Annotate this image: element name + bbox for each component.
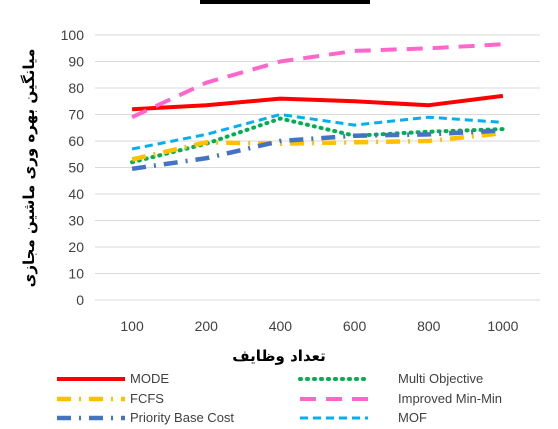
- x-tick-label: 100: [120, 318, 144, 334]
- y-tick-label: 40: [68, 186, 84, 202]
- y-tick-labels: 0 10 20 30 40 50 60 70 80 90 100: [61, 27, 85, 308]
- x-tick-label: 400: [269, 318, 293, 334]
- y-tick-label: 0: [76, 292, 84, 308]
- legend-label: MOF: [398, 410, 427, 425]
- y-tick-label: 90: [68, 54, 84, 70]
- legend-label: MODE: [130, 371, 169, 386]
- x-tick-labels: 100 200 400 600 800 1000: [120, 318, 518, 334]
- legend-label: FCFS: [130, 391, 164, 406]
- y-axis-title: میانگین بهره وری ماشین مجازی: [20, 49, 38, 288]
- x-tick-label: 800: [417, 318, 441, 334]
- series-lines: [130, 42, 505, 172]
- legend-label: Improved Min-Min: [398, 391, 502, 406]
- x-axis-title: تعداد وظایف: [232, 347, 325, 365]
- series-line-fcfs: [131, 130, 504, 162]
- series-line-priority-base-cost: [131, 128, 504, 172]
- series-line-mof: [131, 113, 504, 151]
- legend-label: Priority Base Cost: [130, 410, 234, 425]
- x-tick-label: 1000: [487, 318, 518, 334]
- legend: MODE Multi Objective FCFS Improved Min-Min P…: [57, 371, 502, 425]
- series-line-mode: [131, 93, 504, 112]
- x-tick-label: 200: [195, 318, 219, 334]
- y-tick-label: 100: [61, 27, 85, 43]
- y-tick-label: 30: [68, 213, 84, 229]
- y-tick-label: 70: [68, 107, 84, 123]
- gridlines: [95, 34, 540, 301]
- clipped-title-fragment: [200, 0, 370, 4]
- y-tick-label: 60: [68, 133, 84, 149]
- series-line-multi-objective: [130, 116, 505, 165]
- y-tick-label: 50: [68, 160, 84, 176]
- y-tick-label: 80: [68, 80, 84, 96]
- y-tick-label: 10: [68, 266, 84, 282]
- legend-label: Multi Objective: [398, 371, 483, 386]
- y-tick-label: 20: [68, 239, 84, 255]
- x-tick-label: 600: [343, 318, 367, 334]
- series-line-improved-min-min: [131, 42, 504, 120]
